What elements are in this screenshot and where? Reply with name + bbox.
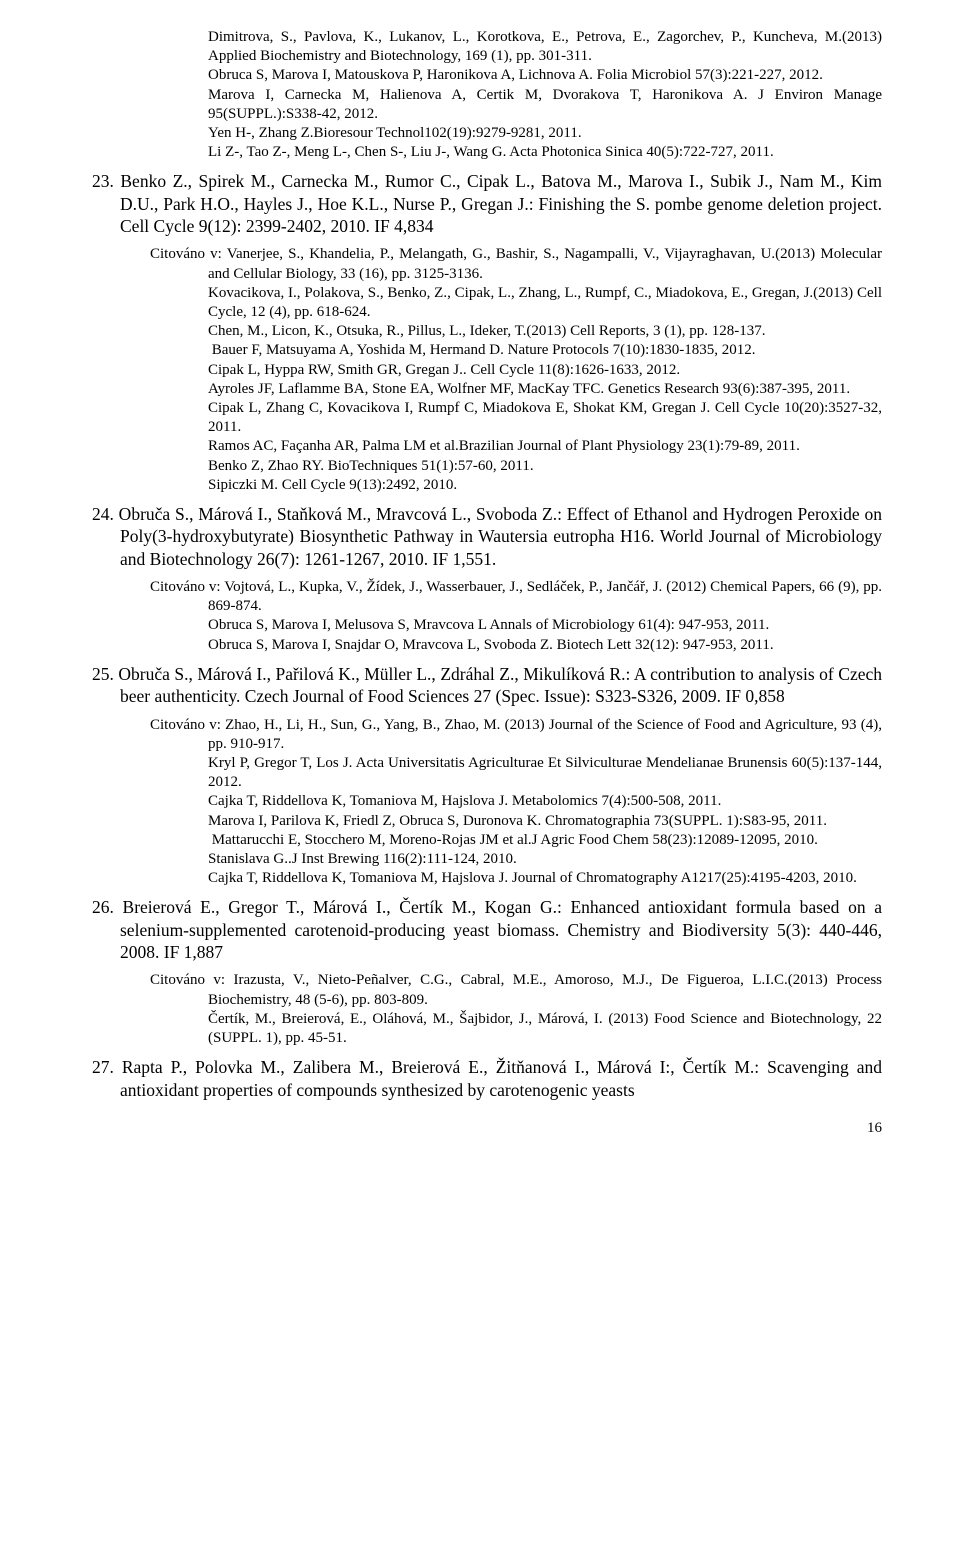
citation-line: Obruca S, Marova I, Matouskova P, Haroni…: [208, 66, 882, 85]
citation-line: Marova I, Parilova K, Friedl Z, Obruca S…: [208, 812, 882, 831]
citation-line: Kryl P, Gregor T, Los J. Acta Universita…: [208, 754, 882, 792]
citation-line: Benko Z, Zhao RY. BioTechniques 51(1):57…: [208, 457, 882, 476]
citation-line: Bauer F, Matsuyama A, Yoshida M, Hermand…: [208, 341, 882, 360]
entry-25-citedby-first: Citováno v: Zhao, H., Li, H., Sun, G., Y…: [208, 716, 882, 754]
entry-heading: 24. Obruča S., Márová I., Staňková M., M…: [120, 503, 882, 570]
citation-line: Cipak L, Hyppa RW, Smith GR, Gregan J.. …: [208, 361, 882, 380]
citation-line: Kovacikova, I., Polakova, S., Benko, Z.,…: [208, 284, 882, 322]
entry-heading: 26. Breierová E., Gregor T., Márová I., …: [120, 896, 882, 963]
reference-entry-26: 26. Breierová E., Gregor T., Márová I., …: [120, 896, 882, 963]
citation-line: Citováno v: Vanerjee, S., Khandelia, P.,…: [208, 245, 882, 283]
entry-26-citedby-first: Citováno v: Irazusta, V., Nieto-Peñalver…: [208, 971, 882, 1009]
page-number: 16: [92, 1119, 882, 1138]
citation-line: Yen H-, Zhang Z.Bioresour Technol102(19)…: [208, 124, 882, 143]
entry-heading: 23. Benko Z., Spirek M., Carnecka M., Ru…: [120, 170, 882, 237]
entry-25-citedby-block: Kryl P, Gregor T, Los J. Acta Universita…: [208, 754, 882, 888]
entry-24-citedby-block: Obruca S, Marova I, Melusova S, Mravcova…: [208, 616, 882, 654]
entry-heading: 27. Rapta P., Polovka M., Zalibera M., B…: [120, 1056, 882, 1101]
citation-line: Chen, M., Licon, K., Otsuka, R., Pillus,…: [208, 322, 882, 341]
entry-24-citedby-first: Citováno v: Vojtová, L., Kupka, V., Žíde…: [208, 578, 882, 616]
citation-line: Sipiczki M. Cell Cycle 9(13):2492, 2010.: [208, 476, 882, 495]
citation-line: Mattarucchi E, Stocchero M, Moreno-Rojas…: [208, 831, 882, 850]
citation-line: Stanislava G..J Inst Brewing 116(2):111-…: [208, 850, 882, 869]
entry-26-citedby-block: Čertík, M., Breierová, E., Oláhová, M., …: [208, 1010, 882, 1048]
citation-line: Citováno v: Vojtová, L., Kupka, V., Žíde…: [208, 578, 882, 616]
citation-line: Marova I, Carnecka M, Halienova A, Certi…: [208, 86, 882, 124]
reference-entry-23: 23. Benko Z., Spirek M., Carnecka M., Ru…: [120, 170, 882, 237]
reference-entry-27: 27. Rapta P., Polovka M., Zalibera M., B…: [120, 1056, 882, 1101]
top-citation-block: Dimitrova, S., Pavlova, K., Lukanov, L.,…: [208, 28, 882, 162]
entry-heading: 25. Obruča S., Márová I., Pařilová K., M…: [120, 663, 882, 708]
entry-23-citedby-first: Citováno v: Vanerjee, S., Khandelia, P.,…: [208, 245, 882, 283]
citation-line: Citováno v: Zhao, H., Li, H., Sun, G., Y…: [208, 716, 882, 754]
citation-line: Obruca S, Marova I, Melusova S, Mravcova…: [208, 616, 882, 635]
citation-line: Citováno v: Irazusta, V., Nieto-Peñalver…: [208, 971, 882, 1009]
reference-entry-24: 24. Obruča S., Márová I., Staňková M., M…: [120, 503, 882, 570]
citation-line: Cajka T, Riddellova K, Tomaniova M, Hajs…: [208, 792, 882, 811]
citation-line: Ayroles JF, Laflamme BA, Stone EA, Wolfn…: [208, 380, 882, 399]
citation-line: Obruca S, Marova I, Snajdar O, Mravcova …: [208, 636, 882, 655]
citation-line: Cajka T, Riddellova K, Tomaniova M, Hajs…: [208, 869, 882, 888]
citation-line: Cipak L, Zhang C, Kovacikova I, Rumpf C,…: [208, 399, 882, 437]
citation-line: Dimitrova, S., Pavlova, K., Lukanov, L.,…: [208, 28, 882, 66]
citation-line: Ramos AC, Façanha AR, Palma LM et al.Bra…: [208, 437, 882, 456]
entry-23-citedby-block: Kovacikova, I., Polakova, S., Benko, Z.,…: [208, 284, 882, 495]
reference-entry-25: 25. Obruča S., Márová I., Pařilová K., M…: [120, 663, 882, 708]
citation-line: Li Z-, Tao Z-, Meng L-, Chen S-, Liu J-,…: [208, 143, 882, 162]
citation-line: Čertík, M., Breierová, E., Oláhová, M., …: [208, 1010, 882, 1048]
